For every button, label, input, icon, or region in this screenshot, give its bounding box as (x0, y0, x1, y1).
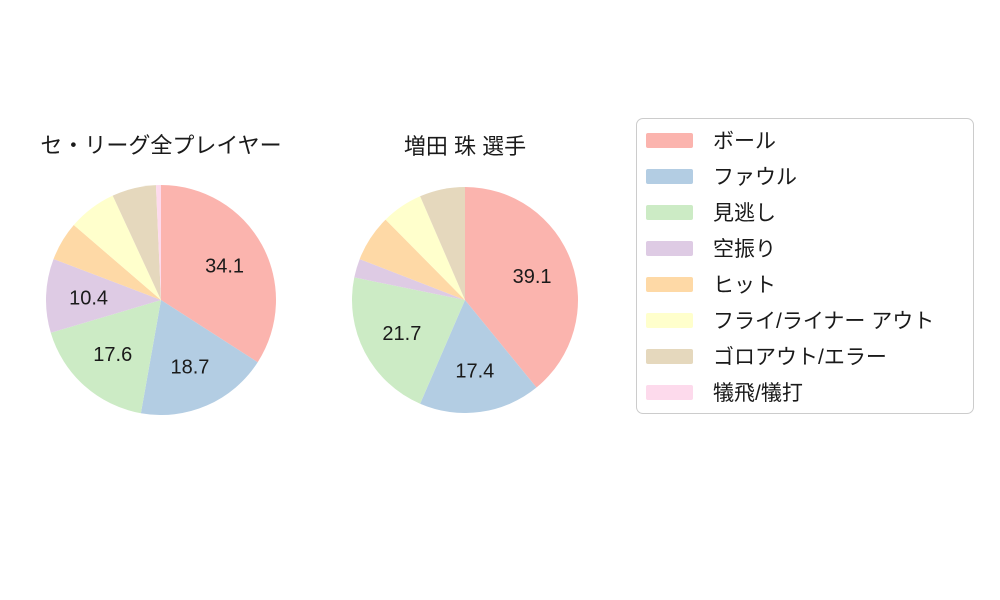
pie-slice[interactable] (46, 259, 161, 333)
pie-slice-value-label: 17.4 (455, 361, 494, 383)
pie-title-league-all-players: セ・リーグ全プレイヤー (40, 133, 282, 158)
pie-slice[interactable] (420, 300, 537, 413)
legend-item-label: ファウル (713, 166, 797, 189)
legend-item[interactable]: ゴロアウト/エラー (637, 338, 973, 374)
pie-chart-masuda-shu[interactable]: 39.1 17.4 21.7 (352, 187, 578, 413)
pie-slice[interactable] (155, 185, 161, 300)
legend-item[interactable]: ファウル (637, 158, 973, 194)
legend-swatch-icon (646, 204, 693, 220)
legend-item[interactable]: ヒット (637, 266, 973, 302)
pie-slice[interactable] (112, 185, 161, 300)
legend: ボールファウル見逃し空振りヒットフライ/ライナー アウト ゴロアウト/エラー 犠飛/… (636, 118, 974, 414)
legend-item-label: ボール (713, 130, 776, 153)
legend-item[interactable]: 犠飛/犠打 (637, 374, 973, 410)
pie-chart-league-all-players[interactable]: 34.1 18.7 17.6 10.4 (46, 185, 276, 415)
legend-item[interactable]: 空振り (637, 230, 973, 266)
legend-item[interactable]: 見逃し (637, 194, 973, 230)
pie-slice[interactable] (420, 187, 465, 300)
pie-slice[interactable] (385, 196, 465, 300)
legend-swatch-icon (646, 168, 693, 184)
pie-slice[interactable] (140, 300, 258, 415)
pie-slice[interactable] (352, 277, 465, 404)
legend-item-label: ヒット (713, 274, 776, 297)
pie-title-masuda-shu: 増田 珠 選手 (403, 134, 527, 159)
legend-swatch-icon (646, 240, 693, 256)
pie-slice-value-label: 18.7 (171, 356, 210, 378)
pie-slice[interactable] (359, 219, 465, 300)
pie-slice[interactable] (161, 185, 276, 363)
pie-slice[interactable] (50, 300, 162, 414)
pie-slice-value-label: 21.7 (382, 323, 421, 345)
legend-item[interactable]: ボール (637, 122, 973, 158)
legend-item-label: フライ/ライナー アウト (713, 310, 935, 333)
pie-slice[interactable] (354, 259, 465, 300)
pie-slice[interactable] (73, 195, 161, 300)
legend-item-label: ゴロアウト/エラー (713, 346, 887, 369)
legend-swatch-icon (646, 384, 693, 400)
pie-slice[interactable] (53, 225, 161, 300)
legend-swatch-icon (646, 132, 693, 148)
pie-slice-value-label: 34.1 (205, 255, 244, 277)
legend-swatch-icon (646, 276, 693, 292)
legend-item-label: 空振り (713, 238, 776, 261)
pie-slice-value-label: 10.4 (69, 287, 108, 309)
legend-swatch-icon (646, 312, 693, 328)
pie-slice[interactable] (465, 187, 578, 388)
legend-swatch-icon (646, 348, 693, 364)
legend-item-label: 犠飛/犠打 (713, 382, 803, 405)
legend-item-label: 見逃し (713, 202, 776, 225)
legend-item[interactable]: フライ/ライナー アウト (637, 302, 973, 338)
pie-slice-value-label: 17.6 (93, 344, 132, 366)
pie-slice-value-label: 39.1 (513, 266, 552, 288)
